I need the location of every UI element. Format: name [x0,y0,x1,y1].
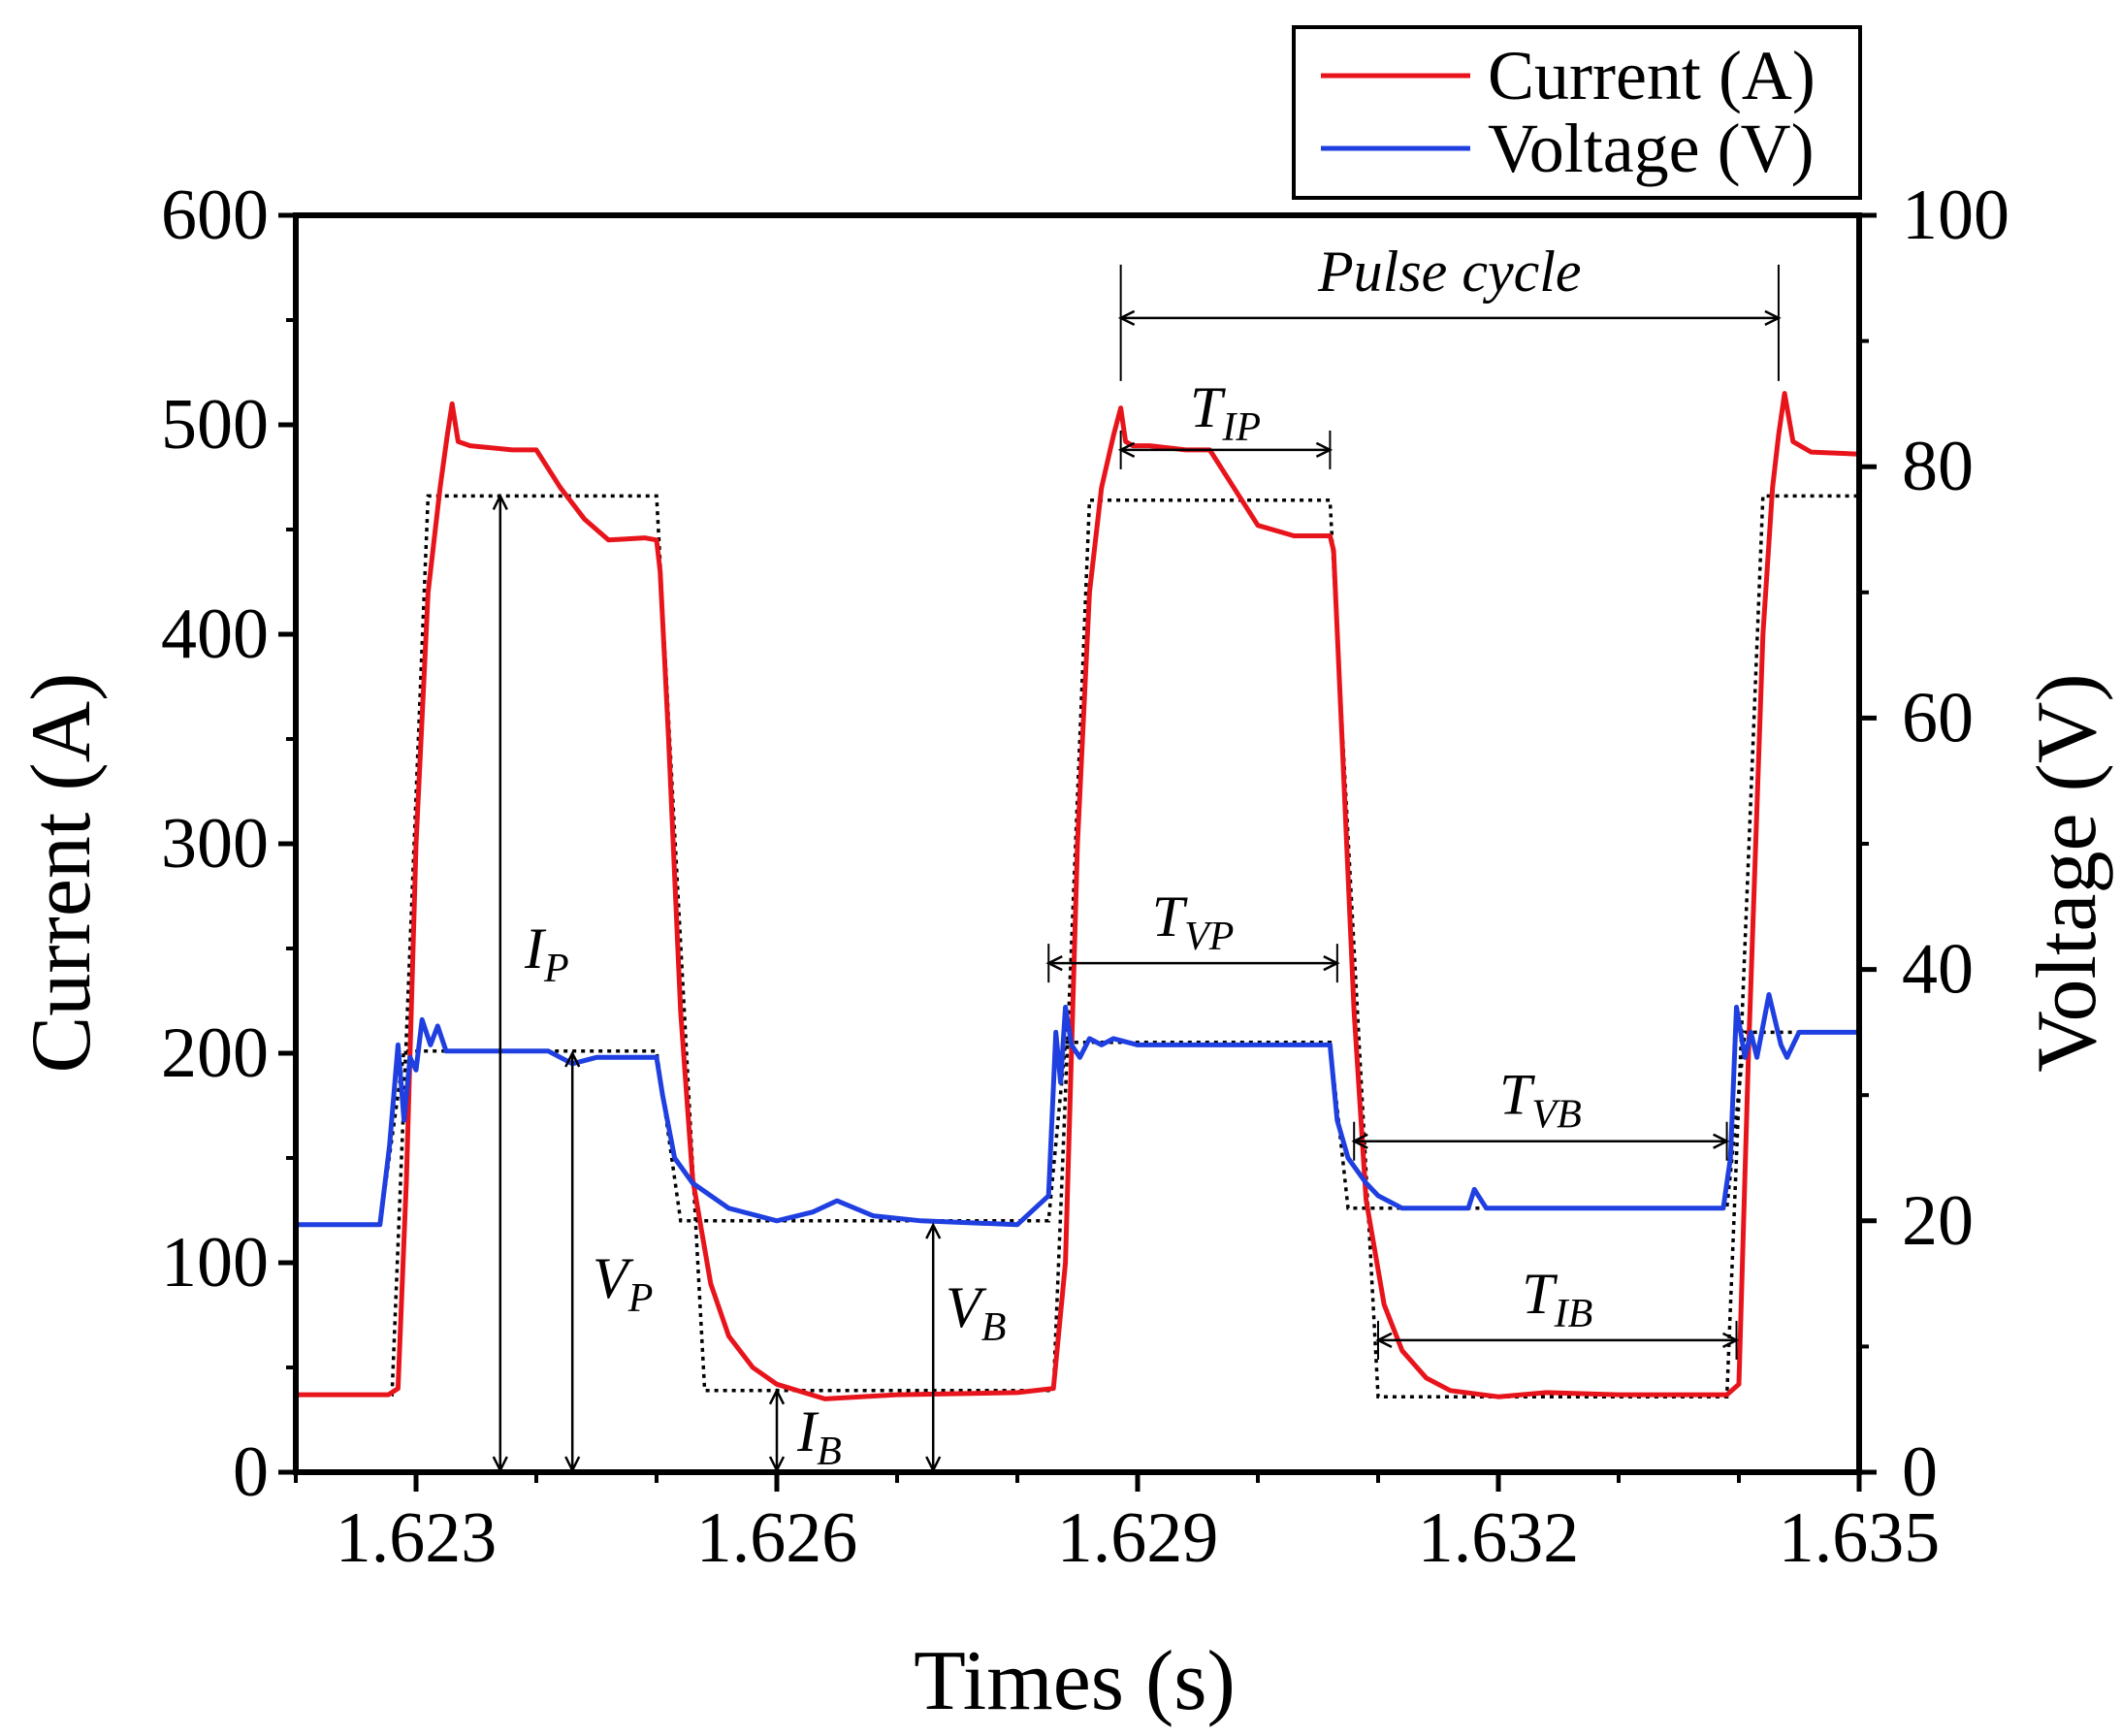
annotation-sub-7: B [981,1305,1007,1350]
x-tick-label: 1.626 [696,1498,858,1578]
annotation-main-2: T [1152,884,1188,948]
legend-box [1292,25,1862,200]
y-left-tick-label: 400 [161,595,269,674]
x-tick-label: 1.623 [336,1498,498,1578]
annotation-label-2: TVP [1152,884,1235,959]
annotation-main-5: I [524,916,547,981]
series-line-current [296,391,1860,1401]
reference-trace-voltage [296,1030,1859,1227]
annotation-main-1: T [1190,375,1226,439]
annotation-arrowhead-top-5 [492,493,508,510]
annotation-label-5: IP [524,916,569,991]
x-tick-label: 1.635 [1779,1498,1941,1578]
annotation-sub-6: P [627,1276,654,1321]
annotation-label-1: TIP [1190,375,1261,450]
y-axis-left-title: Current (A) [15,673,109,1074]
legend-label-current: Current (A) [1488,37,1816,114]
y-left-tick-label: 0 [233,1432,269,1512]
y-axis-right-title: Voltage (V) [2020,673,2114,1072]
annotation-label-3: TVB [1499,1063,1582,1138]
annotation-main-6: V [593,1246,634,1310]
annotation-main-3: T [1499,1063,1535,1127]
x-axis-title: Times (s) [914,1634,1236,1728]
annotation-label-7: VB [946,1275,1006,1350]
annotation-main-8: I [796,1399,819,1463]
annotation-main-7: V [946,1275,987,1339]
annotation-arrowhead-top-7 [925,1222,942,1239]
y-left-tick-label: 200 [161,1013,269,1093]
annotation-main-4: T [1522,1262,1558,1326]
y-left-tick-label: 600 [161,176,269,255]
y-left-tick-label: 500 [161,385,269,465]
y-right-tick-label: 20 [1902,1181,1974,1261]
annotation-sub-1: IP [1221,405,1261,450]
legend-label-voltage: Voltage (V) [1488,110,1815,187]
y-left-tick-label: 300 [161,804,269,884]
y-right-tick-label: 80 [1902,427,1974,506]
annotation-label-0: Pulse cycle [1317,240,1582,304]
series-line-voltage [296,992,1859,1228]
annotation-label-6: VP [593,1246,653,1321]
x-tick-label: 1.629 [1057,1498,1219,1578]
annotation-arrowhead-top-6 [564,1050,581,1068]
x-tick-label: 1.632 [1418,1498,1580,1578]
annotation-label-4: TIB [1522,1262,1592,1336]
series-lines [296,391,1860,1401]
y-right-tick-label: 100 [1902,176,2009,255]
y-right-tick-label: 60 [1902,678,1974,757]
annotation-sub-3: VB [1531,1093,1581,1138]
annotation-label-8: IB [796,1399,842,1474]
y-right-tick-label: 40 [1902,930,1974,1010]
axes: 0 100 200 300 400 500 600 0 20 40 60 80 100 1.623 1.62… [161,176,2009,1578]
annotation-sub-8: B [817,1430,842,1474]
y-left-tick-label: 100 [161,1223,269,1302]
y-right-tick-label: 0 [1902,1432,1938,1512]
annotation-sub-5: P [543,947,569,991]
annotation-arrowhead-top-8 [768,1387,786,1405]
annotation-sub-2: VP [1184,915,1234,959]
legend: Current (A) Voltage (V) [1292,25,1862,200]
annotation-sub-4: IB [1554,1292,1593,1336]
